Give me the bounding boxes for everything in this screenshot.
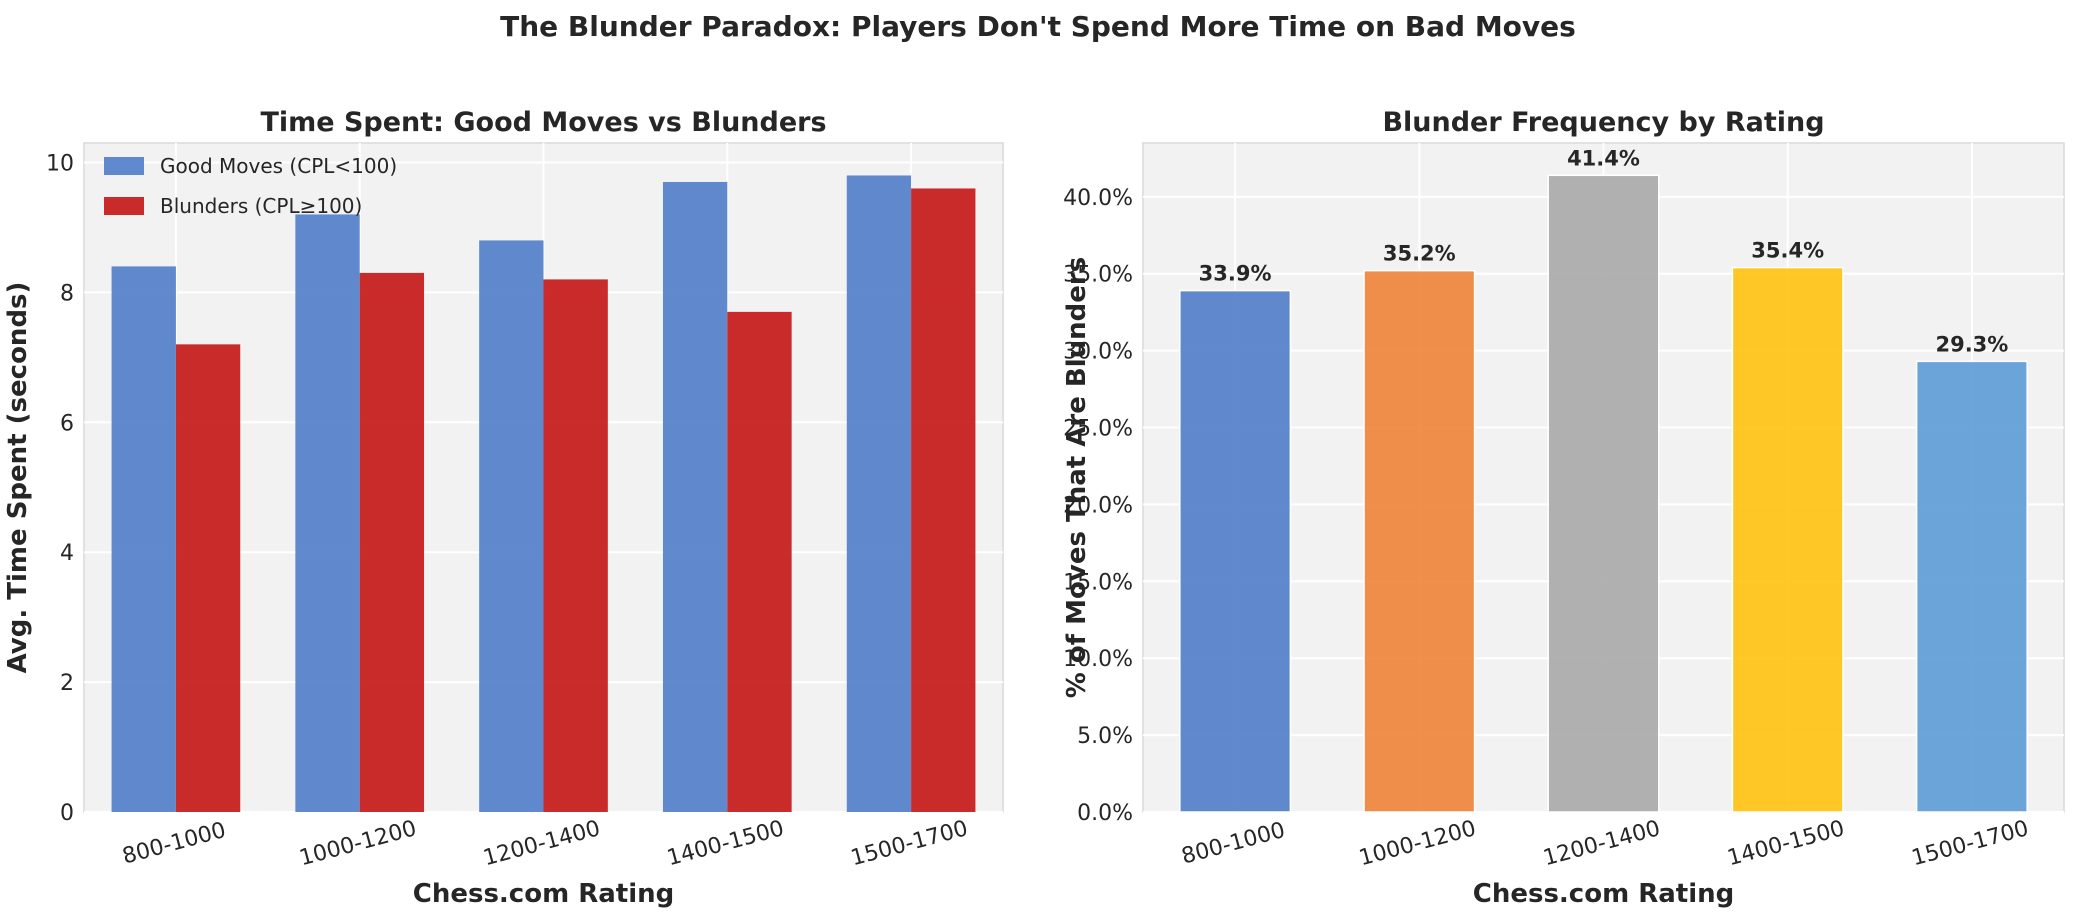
y-tick-label: 5.0%	[1077, 724, 1133, 749]
figure-suptitle: The Blunder Paradox: Players Don't Spend…	[500, 10, 1576, 43]
blunder-frequency-chart: 0.0% 5.0% 10.0% 15.0% 20.0% 25.0% 30.0% 35.0% 40…	[1062, 107, 2065, 909]
y-tick-label: 10	[46, 151, 74, 176]
y-tick-label: 8	[60, 281, 74, 306]
y-tick-label: 25.0%	[1063, 417, 1133, 442]
x-axis-label: Chess.com Rating	[413, 879, 675, 909]
blunder-rate-bar	[1363, 269, 1476, 813]
blunders-bar	[175, 344, 241, 812]
bar-value-label: 41.4%	[1567, 146, 1640, 170]
y-tick-label: 2	[60, 671, 74, 696]
blunders-bar	[543, 279, 608, 812]
chart-title: Blunder Frequency by Rating	[1382, 107, 1824, 138]
y-tick-label: 4	[60, 541, 74, 566]
y-tick-label: 6	[60, 411, 74, 436]
chart-title: Time Spent: Good Moves vs Blunders	[260, 107, 826, 138]
good-moves-bar	[295, 214, 360, 813]
legend-label: Blunders (CPL≥100)	[160, 194, 362, 218]
blunder-rate-bar	[1179, 289, 1292, 813]
blunders-bar	[911, 188, 976, 813]
good-moves-bar	[479, 240, 544, 812]
good-moves-bar	[111, 266, 176, 812]
bar-value-label: 29.3%	[1935, 332, 2008, 356]
good-moves-bar	[846, 175, 912, 813]
y-tick-label: 40.0%	[1063, 186, 1133, 211]
bar-value-label: 35.2%	[1383, 242, 1456, 266]
bar-value-label: 33.9%	[1199, 262, 1272, 286]
good-moves-bar	[662, 181, 728, 812]
blunders-bar	[359, 272, 425, 812]
legend-label: Good Moves (CPL<100)	[160, 154, 397, 178]
legend: Good Moves (CPL<100) Blunders (CPL≥100)	[104, 154, 397, 218]
y-axis-label: Avg. Time Spent (seconds)	[3, 282, 33, 674]
y-tick-label: 0.0%	[1077, 801, 1133, 826]
y-tick-label: 15.0%	[1063, 570, 1133, 595]
blunder-rate-bar	[1915, 360, 2028, 813]
y-tick-label: 30.0%	[1063, 340, 1133, 365]
blunders-bar	[727, 311, 792, 812]
legend-swatch	[104, 157, 144, 175]
blunder-rate-bar	[1731, 266, 1844, 813]
blunder-rate-bar	[1547, 174, 1660, 813]
bar-value-label: 35.4%	[1751, 239, 1824, 263]
y-tick-label: 35.0%	[1063, 263, 1133, 288]
y-axis-label: % of Moves That Are Blunders	[1062, 257, 1092, 698]
y-tick-label: 0	[60, 801, 74, 826]
legend-swatch	[104, 197, 144, 215]
y-tick-label: 10.0%	[1063, 647, 1133, 672]
y-tick-label: 20.0%	[1063, 493, 1133, 518]
x-axis-label: Chess.com Rating	[1473, 879, 1735, 909]
